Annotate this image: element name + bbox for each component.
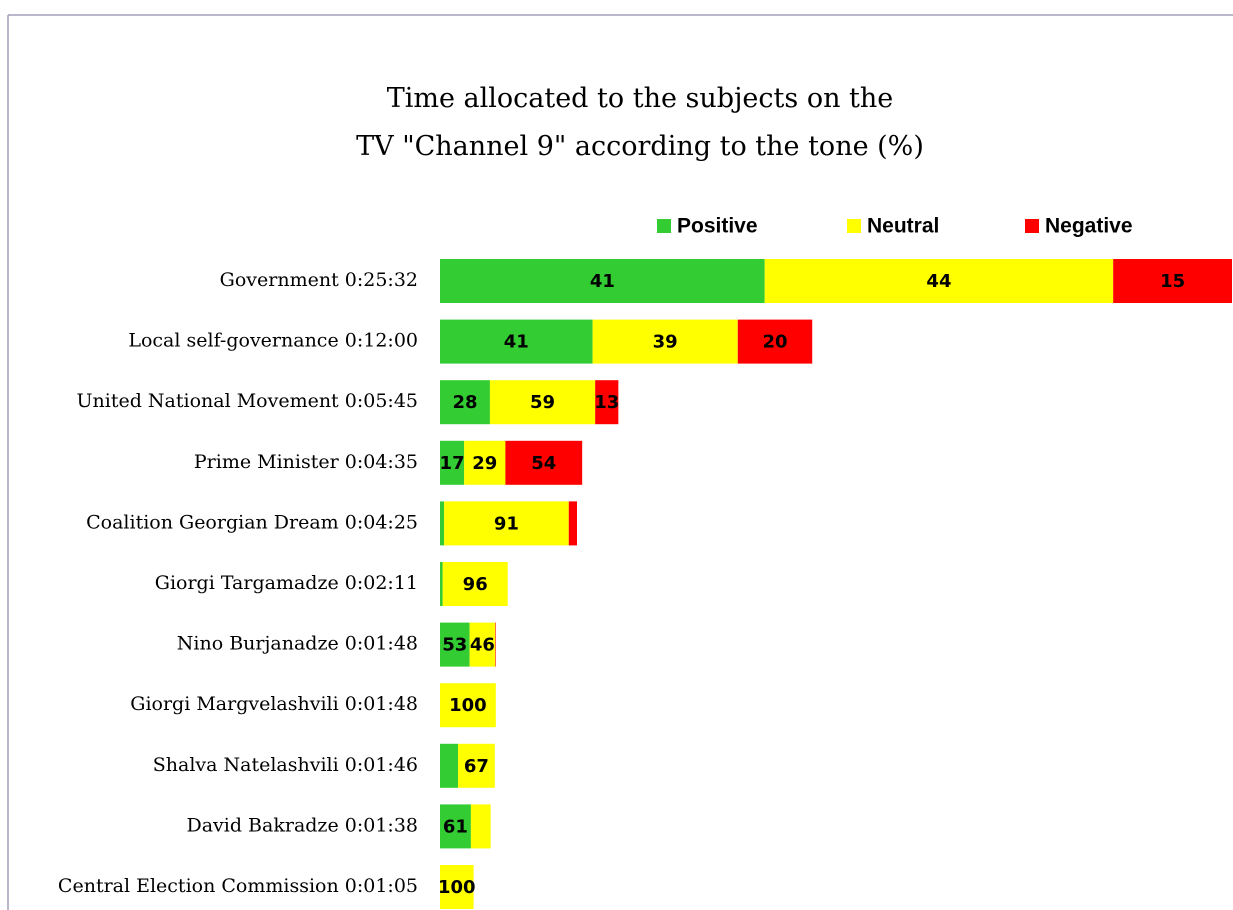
bar-segment	[469, 622, 496, 667]
data-label: 29	[472, 453, 497, 474]
category-label: Local self-governance 0:12:00	[128, 330, 418, 352]
bar-segment	[440, 622, 470, 667]
bar-segment	[470, 804, 491, 849]
bar-segment	[440, 743, 459, 788]
chart-title: TV "Channel 9" according to the tone (%)	[356, 131, 924, 162]
category-name: Giorgi Targamadze	[155, 572, 339, 594]
bar-segment	[444, 501, 569, 546]
bar-segment	[764, 259, 1114, 303]
bar-segment	[440, 562, 443, 606]
category-label: Giorgi Margvelashvili 0:01:48	[130, 693, 418, 715]
data-label: 28	[452, 392, 477, 413]
category-duration: 0:01:48	[345, 633, 418, 655]
bar-segment	[595, 380, 619, 425]
category-name: Government	[220, 269, 339, 291]
data-label: 20	[762, 332, 787, 353]
data-label: 100	[438, 877, 476, 898]
category-duration: 0:04:25	[345, 511, 418, 533]
bar-segment	[464, 440, 506, 485]
category-duration: 0:12:00	[345, 330, 418, 352]
data-label: 41	[504, 332, 529, 353]
data-label: 100	[449, 695, 487, 716]
bar-segment	[440, 501, 445, 546]
data-label: 41	[590, 271, 615, 292]
data-label: 91	[494, 513, 519, 534]
category-name: Prime Minister	[194, 451, 340, 473]
data-label: 46	[470, 635, 495, 656]
category-name: Nino Burjanadze	[177, 633, 339, 655]
data-label: 39	[653, 332, 678, 353]
category-duration: 0:01:46	[345, 754, 418, 776]
legend-label: Negative	[1045, 215, 1133, 238]
category-label: Shalva Natelashvili 0:01:46	[153, 754, 418, 776]
data-label: 53	[442, 635, 467, 656]
bar-segment	[440, 380, 490, 425]
bar-segment	[568, 501, 577, 546]
bar-segment	[489, 380, 596, 425]
bar-segment	[440, 804, 471, 849]
legend-label: Positive	[677, 215, 758, 238]
data-label: 17	[440, 453, 465, 474]
category-label: Giorgi Targamadze 0:02:11	[155, 572, 418, 594]
category-duration: 0:01:38	[345, 814, 418, 836]
bar-segment	[440, 440, 465, 485]
legend-swatch	[1025, 219, 1039, 233]
bar-segment	[440, 259, 765, 303]
bar-segment	[737, 319, 813, 364]
category-name: United National Movement	[77, 390, 340, 412]
data-label: 44	[926, 271, 951, 292]
data-label: 61	[443, 816, 468, 837]
bar-segment	[505, 440, 583, 485]
data-label: 13	[594, 392, 619, 413]
bar-segment	[440, 683, 496, 728]
legend-label: Neutral	[867, 215, 939, 238]
category-name: Giorgi Margvelashvili	[130, 693, 338, 715]
category-label: United National Movement 0:05:45	[77, 390, 419, 412]
category-label: Prime Minister 0:04:35	[194, 451, 418, 473]
bar-segment	[1113, 259, 1232, 303]
data-label: 67	[464, 756, 489, 777]
category-duration: 0:01:05	[345, 875, 418, 897]
bar-segment	[495, 622, 496, 667]
bar-segment	[458, 743, 495, 788]
category-duration: 0:25:32	[345, 269, 418, 291]
category-label: David Bakradze 0:01:38	[186, 814, 418, 836]
category-name: David Bakradze	[186, 814, 338, 836]
category-name: Coalition Georgian Dream	[86, 511, 339, 533]
category-name: Shalva Natelashvili	[153, 754, 339, 776]
data-label: 96	[463, 574, 488, 595]
bar-segment	[442, 562, 508, 606]
bar-segment	[440, 865, 474, 909]
data-label: 59	[530, 392, 555, 413]
category-name: Local self-governance	[128, 330, 338, 352]
legend-swatch	[657, 219, 671, 233]
category-label: Nino Burjanadze 0:01:48	[177, 633, 418, 655]
category-label: Coalition Georgian Dream 0:04:25	[86, 511, 418, 533]
bar-segment	[440, 319, 593, 364]
category-duration: 0:04:35	[345, 451, 418, 473]
category-label: Central Election Commission 0:01:05	[58, 875, 418, 897]
bar-segment	[592, 319, 738, 364]
category-label: Government 0:25:32	[220, 269, 418, 291]
data-label: 15	[1160, 271, 1185, 292]
data-label: 54	[531, 453, 556, 474]
category-duration: 0:05:45	[345, 390, 418, 412]
category-name: Central Election Commission	[58, 875, 339, 897]
chart-title: Time allocated to the subjects on the	[387, 83, 894, 114]
category-duration: 0:01:48	[345, 693, 418, 715]
category-duration: 0:02:11	[345, 572, 418, 594]
legend-swatch	[847, 219, 861, 233]
